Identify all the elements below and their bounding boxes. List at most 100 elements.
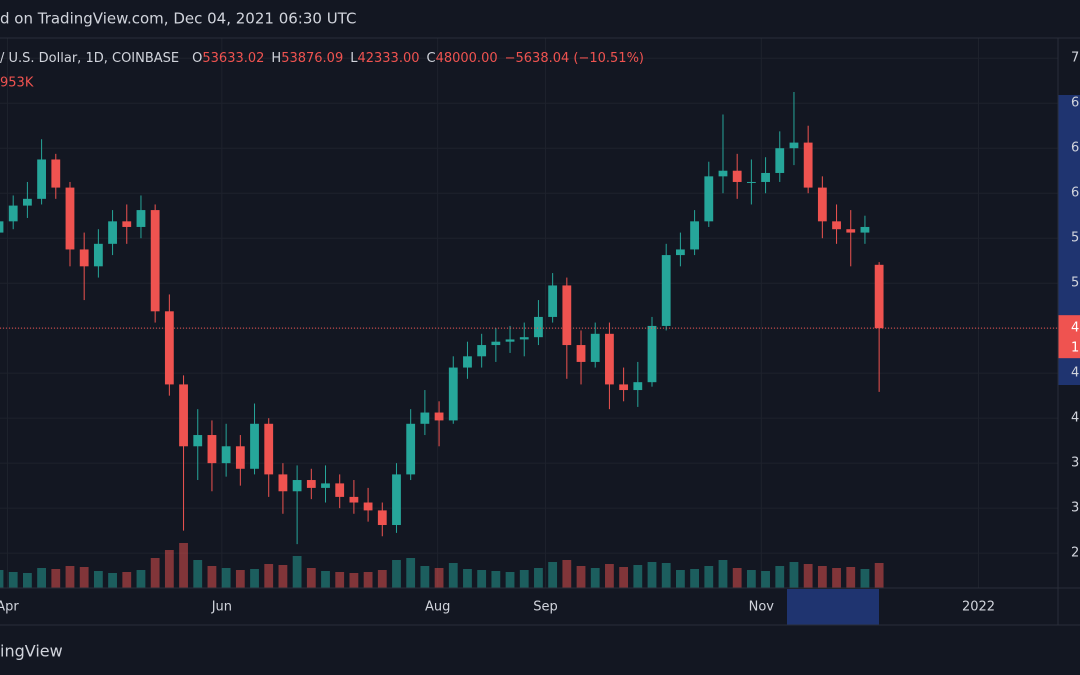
candle-body [562, 285, 572, 346]
candle-body [420, 412, 430, 424]
volume-bar [93, 571, 103, 588]
volume-bar [193, 560, 203, 588]
candle-body [817, 187, 827, 222]
volume-bar [803, 564, 813, 588]
candle-body [179, 384, 188, 447]
axes-layer: 766655444332AprJunAugSepNov202241 [0, 51, 1080, 615]
candle-body [93, 243, 103, 267]
last-price-box [1058, 315, 1080, 359]
candle-body [65, 187, 75, 250]
volume-bar [122, 572, 132, 588]
volume-bar [619, 567, 629, 588]
volume-bar [817, 566, 827, 588]
volume-bar [136, 570, 146, 588]
volume-bar [79, 567, 89, 588]
y-tick-label: 3 [1071, 456, 1079, 471]
candle-body [193, 435, 203, 447]
candle-body [448, 367, 458, 421]
candle-layer [0, 91, 884, 545]
candle-body [136, 210, 146, 227]
x-tick-label: Nov [749, 600, 775, 615]
candle-body [264, 423, 274, 475]
volume-layer [0, 543, 884, 588]
y-tick-label: 5 [1071, 276, 1079, 291]
volume-bar [278, 565, 288, 588]
legend-line: / U.S. Dollar, 1D, COINBASE O53633.02 H538… [0, 51, 644, 66]
header-title: d on TradingView.com, Dec 04, 2021 06:30… [0, 10, 356, 28]
price-range-highlight [1058, 95, 1080, 385]
time-range-highlight [787, 589, 879, 625]
candle-body [377, 510, 387, 526]
volume-bar [65, 566, 75, 588]
candle-body [519, 337, 529, 340]
volume-bar [534, 568, 543, 588]
x-tick-label: Sep [533, 600, 558, 615]
candle-body [690, 221, 699, 250]
volume-bar [718, 560, 728, 588]
x-tick-label: 2022 [962, 600, 995, 615]
volume-bar [548, 562, 558, 588]
legend-key: C [427, 51, 436, 66]
volume-bar [349, 573, 359, 588]
candle-body [704, 176, 714, 222]
candle-body [37, 159, 46, 199]
y-tick-label: 6 [1071, 186, 1079, 201]
legend-key: L [350, 51, 358, 66]
volume-bar [306, 568, 316, 588]
y-tick-label: 2 [1071, 546, 1079, 561]
volume-bar [832, 568, 841, 588]
candle-body [647, 325, 657, 383]
volume-bar [22, 573, 32, 588]
candle-body [491, 341, 501, 346]
candle-body [79, 249, 89, 267]
volume-bar [377, 570, 387, 588]
x-tick-label: Apr [0, 600, 19, 615]
volume-bar [108, 573, 117, 588]
candle-body [505, 339, 515, 342]
legend-value: 42333.00 [357, 51, 419, 66]
candle-body [207, 435, 217, 464]
volume-bar [675, 570, 685, 588]
volume-bar [661, 563, 671, 588]
candle-body [363, 502, 373, 511]
candle-body [0, 221, 4, 233]
volume-bar [8, 572, 18, 588]
candle-body [803, 142, 813, 188]
volume-bar [392, 560, 401, 588]
volume-bar [150, 558, 160, 588]
candle-body [860, 226, 870, 233]
last-price-label: 4 [1071, 321, 1079, 336]
candle-body [335, 483, 345, 497]
candle-body [633, 382, 643, 391]
volume-bar [477, 570, 487, 588]
candle-body [321, 483, 330, 488]
volume-bar [789, 562, 799, 588]
candle-body [775, 148, 785, 173]
candle-body [349, 496, 359, 503]
volume-bar [519, 570, 529, 588]
volume-bar [363, 572, 373, 588]
y-tick-label: 6 [1071, 96, 1079, 111]
candle-body [832, 221, 841, 230]
y-tick-label: 5 [1071, 231, 1079, 246]
volume-bar [761, 571, 770, 588]
volume-bar [846, 567, 856, 588]
candle-body [306, 480, 316, 488]
volume-bar [463, 569, 472, 588]
candle-body [51, 159, 61, 188]
candle-body [150, 210, 160, 312]
legend-value: 48000.00 [436, 51, 498, 66]
volume-bar [434, 568, 444, 588]
volume-bar [335, 572, 345, 588]
volume-bar [207, 566, 217, 588]
volume-bar [732, 568, 742, 588]
candle-body [22, 198, 32, 206]
candle-body [576, 345, 586, 362]
candle-body [718, 170, 728, 177]
candle-body [221, 446, 231, 464]
volume-bar [491, 571, 501, 588]
candle-body [392, 474, 401, 526]
legend-key: O [192, 51, 202, 66]
candle-body [8, 205, 18, 222]
